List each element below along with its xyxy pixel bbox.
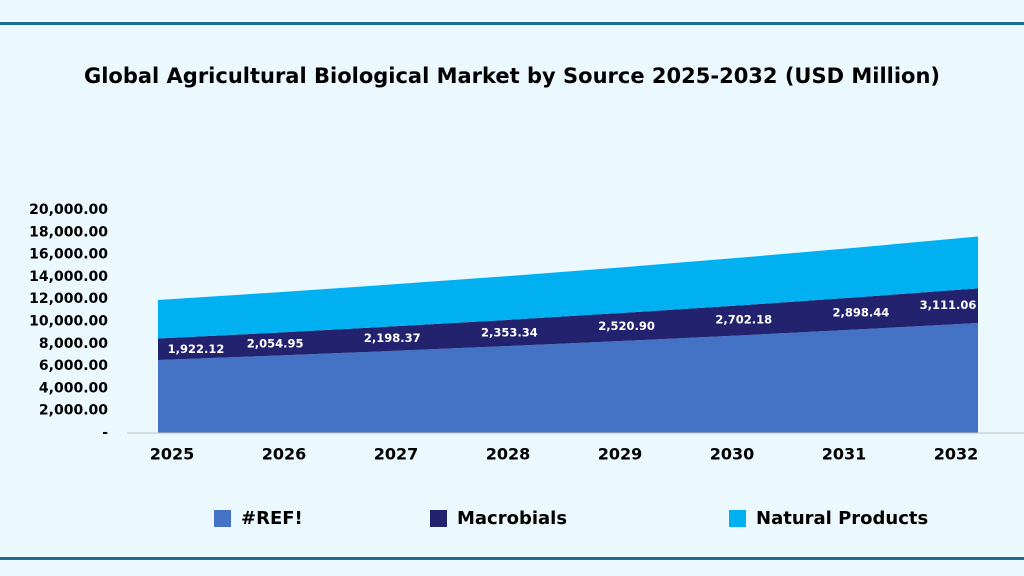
y-tick-label: 6,000.00: [39, 358, 108, 374]
y-tick-label: 14,000.00: [29, 269, 108, 285]
x-tick-label: 2027: [374, 445, 419, 464]
legend-label: Natural Products: [756, 508, 928, 529]
data-label: 2,054.95: [247, 337, 304, 351]
y-tick-label: 4,000.00: [39, 380, 108, 396]
data-label: 2,520.90: [598, 319, 655, 333]
chart-title: Global Agricultural Biological Market by…: [84, 64, 940, 88]
x-tick-label: 2026: [262, 445, 307, 464]
area: [158, 323, 978, 433]
x-tick-label: 2028: [486, 445, 531, 464]
y-tick-label: 12,000.00: [29, 291, 108, 307]
y-tick-label: 20,000.00: [29, 202, 108, 218]
x-tick-label: 2029: [598, 445, 643, 464]
data-label: 2,898.44: [832, 306, 889, 320]
y-tick-label: 18,000.00: [29, 224, 108, 240]
data-label: 3,111.06: [920, 298, 977, 312]
area: [158, 288, 978, 360]
data-label: 2,702.18: [715, 313, 772, 327]
data-label: 2,353.34: [481, 325, 538, 339]
legend-label: Macrobials: [457, 508, 567, 529]
x-tick-label: 2032: [934, 445, 979, 464]
bottom-rule: [0, 557, 1024, 560]
x-tick-label: 2030: [710, 445, 755, 464]
top-rule: [0, 22, 1024, 25]
y-tick-label: 2,000.00: [39, 403, 108, 419]
y-tick-label: 8,000.00: [39, 336, 108, 352]
legend-label: #REF!: [241, 508, 303, 529]
y-tick-label: -: [102, 425, 108, 441]
legend-swatch: [214, 510, 231, 527]
y-tick-label: 16,000.00: [29, 247, 108, 263]
legend-swatch: [430, 510, 447, 527]
data-label: 2,198.37: [364, 331, 421, 345]
y-tick-label: 10,000.00: [29, 314, 108, 330]
data-label: 1,922.12: [168, 342, 225, 356]
area: [158, 236, 978, 339]
x-tick-label: 2031: [822, 445, 867, 464]
legend-swatch: [729, 510, 746, 527]
x-tick-label: 2025: [150, 445, 195, 464]
